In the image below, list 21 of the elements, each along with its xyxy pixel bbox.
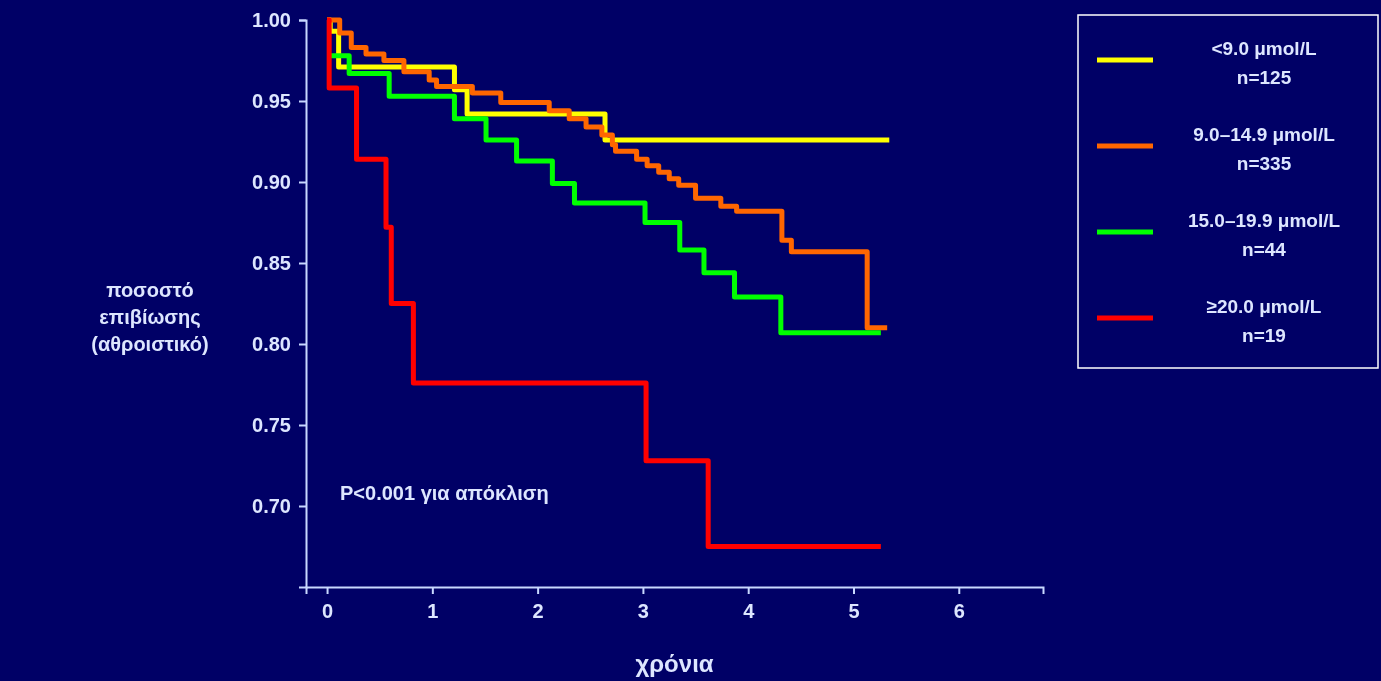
y-tick-label: 0.70 [252, 494, 291, 517]
x-tick-label: 0 [321, 600, 334, 623]
x-tick-label: 5 [848, 600, 860, 623]
legend-label: 9.0–14.9 μmol/L n=335 [1193, 124, 1336, 174]
annotation: P<0.001 για απόκλιση [340, 482, 549, 504]
y-tick-label: 0.95 [252, 89, 291, 112]
y-axis-title: ποσοστό επιβίωσης (αθροιστικό) [91, 279, 209, 355]
legend-label: 15.0–19.9 μmol/L n=44 [1187, 210, 1341, 260]
y-tick-label: 0.75 [252, 413, 291, 436]
y-tick-label: 0.80 [252, 332, 291, 355]
x-tick-label: 2 [532, 600, 544, 623]
y-tick-label: 1.00 [252, 8, 291, 31]
text: <9.0 μmol/L n=125 [1211, 38, 1317, 88]
x-axis-title: χρόνια [635, 650, 714, 677]
x-tick-label: 1 [427, 600, 439, 623]
x-tick-label: 4 [743, 600, 756, 623]
y-tick-label: 0.85 [252, 251, 291, 274]
x-tick-label: 6 [953, 600, 965, 623]
text: ≥20.0 μmol/L n=19 [1206, 296, 1322, 346]
x-tick-label: 3 [637, 600, 649, 623]
y-tick-label: 0.90 [252, 170, 291, 193]
